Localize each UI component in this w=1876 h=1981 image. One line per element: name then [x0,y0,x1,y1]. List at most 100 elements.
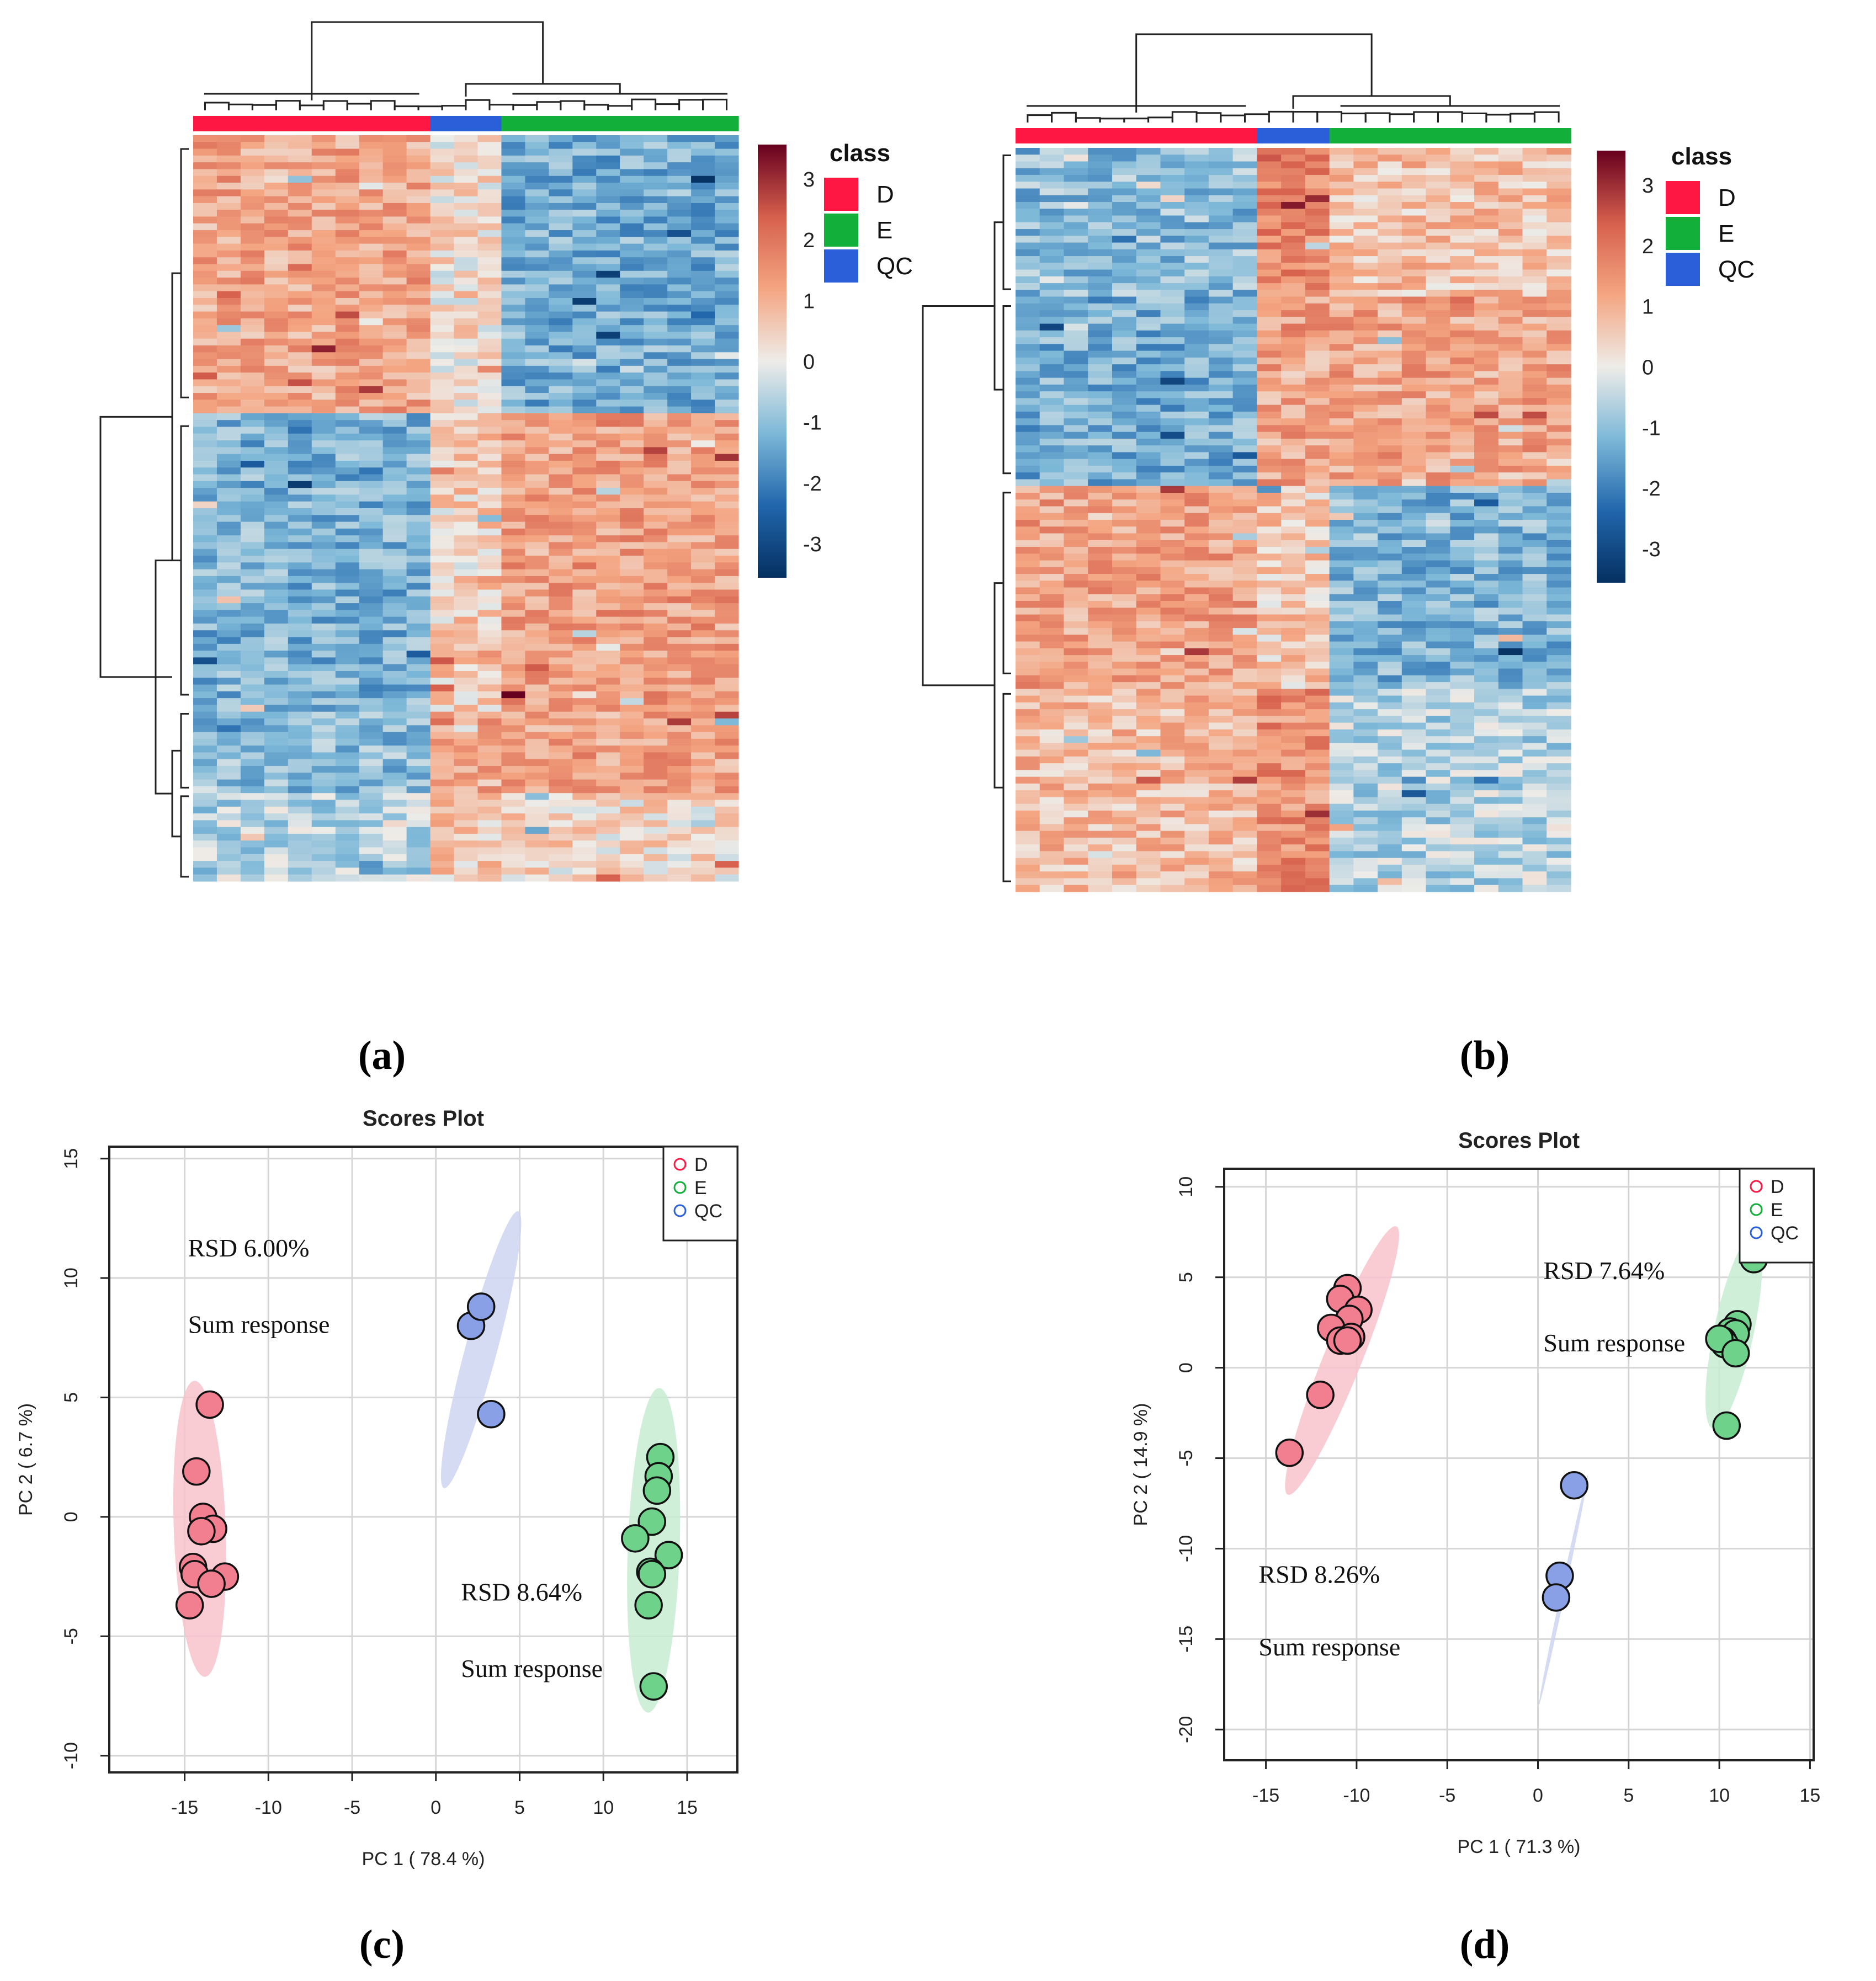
heatmap-cell [525,773,549,780]
heatmap-cell [1064,188,1088,196]
heatmap-cell [1257,547,1282,554]
heatmap-cell [264,162,289,170]
heatmap-cell [1329,729,1354,737]
heatmap-cell [193,827,217,834]
heatmap-cell [382,494,407,502]
heatmap-cell [1016,269,1040,277]
heatmap-cell [264,501,289,509]
heatmap-cell [667,297,692,305]
heatmap-cell [193,854,217,861]
heatmap-cell [1064,837,1088,845]
heatmap-cell [1016,601,1040,608]
heatmap-cell [1426,594,1450,601]
heatmap-cell [1426,404,1450,412]
heatmap-cell [1064,323,1088,331]
heatmap-cell [477,203,502,210]
heatmap-cell [335,433,360,441]
heatmap-cell [1353,432,1378,439]
heatmap-cell [1184,783,1209,791]
heatmap-cell [1136,499,1161,507]
heatmap-cell [454,725,479,733]
heatmap-cell [240,189,265,197]
dendrogram-row-cluster [180,148,189,398]
heatmap-cell [454,400,479,407]
heatmap-cell [1281,770,1306,778]
heatmap-cell [193,528,217,536]
heatmap-cell [644,630,668,638]
heatmap-cell [1064,608,1088,615]
heatmap-cell [572,664,597,672]
heatmap-cell [216,542,241,550]
heatmap-cell [454,528,479,536]
heatmap-cell [715,813,739,821]
heatmap-cell [572,352,597,360]
heatmap-cell [1136,662,1161,669]
heatmap-cell [715,413,739,420]
heatmap-cell [430,162,455,170]
heatmap-cell [572,542,597,550]
heatmap-cell [1378,242,1402,250]
heatmap-cell [454,142,479,150]
heatmap-cell [1112,587,1137,595]
heatmap-cell [240,420,265,428]
heatmap-cell [1208,256,1234,263]
heatmap-cell [1498,492,1523,500]
heatmap-cell [1232,756,1257,764]
class-bar-cell-D [1160,128,1185,143]
heatmap-cell [335,528,360,536]
heatmap-cell [382,433,407,441]
heatmap-cell [1064,520,1088,527]
heatmap-cell [430,800,455,807]
heatmap-cell [1522,776,1547,784]
heatmap-cell [596,623,620,631]
heatmap-cell [1546,276,1571,284]
heatmap-cell [620,162,644,170]
heatmap-cell [193,508,217,515]
heatmap-cell [1257,749,1282,757]
heatmap-cell [288,318,312,326]
heatmap-cell [1450,776,1475,784]
heatmap-cell [382,311,407,319]
heatmap-cell [382,515,407,523]
heatmap-cell [1498,729,1523,737]
heatmap-cell [311,508,336,515]
heatmap-cell [264,596,289,604]
heatmap-cell [549,183,573,190]
heatmap-cell [1353,526,1378,534]
heatmap-cell [288,833,312,841]
heatmap-cell [525,738,549,746]
heatmap-cell [1522,398,1547,406]
heatmap-cell [667,501,692,509]
heatmap-cell [1281,817,1306,825]
dendrogram-branch [512,104,538,110]
heatmap-cell [1450,743,1475,750]
heatmap-cell [501,576,525,583]
heatmap-cell [193,393,217,400]
heatmap-cell [406,400,431,407]
heatmap-cell [240,481,265,488]
heatmap-cell [1184,371,1209,379]
heatmap-cell [477,332,502,339]
heatmap-cell [667,311,692,319]
heatmap-cell [644,332,668,339]
heatmap-cell [644,501,668,509]
heatmap-cell [1378,776,1402,784]
heatmap-cell [549,413,573,420]
heatmap-cell [1160,553,1185,561]
heatmap-cell [1522,553,1547,561]
heatmap-cell [1401,479,1427,487]
heatmap-cell [406,630,431,638]
heatmap-cell [1378,716,1402,723]
heatmap-cell [1112,215,1137,223]
heatmap-cell [1450,560,1475,568]
row-dendrogram [99,148,189,878]
heatmap-cell [264,372,289,380]
heatmap-cell [644,189,668,197]
heatmap-cell [264,874,289,882]
heatmap-cell [1498,628,1523,635]
heatmap-cell [359,257,384,265]
heatmap-cell [1088,276,1113,284]
heatmap-cell [549,867,573,875]
heatmap-cell [1160,648,1185,656]
dendrogram-branch [560,100,586,110]
